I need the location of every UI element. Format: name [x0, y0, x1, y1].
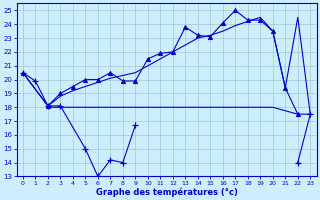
X-axis label: Graphe des températures (°c): Graphe des températures (°c): [96, 187, 237, 197]
